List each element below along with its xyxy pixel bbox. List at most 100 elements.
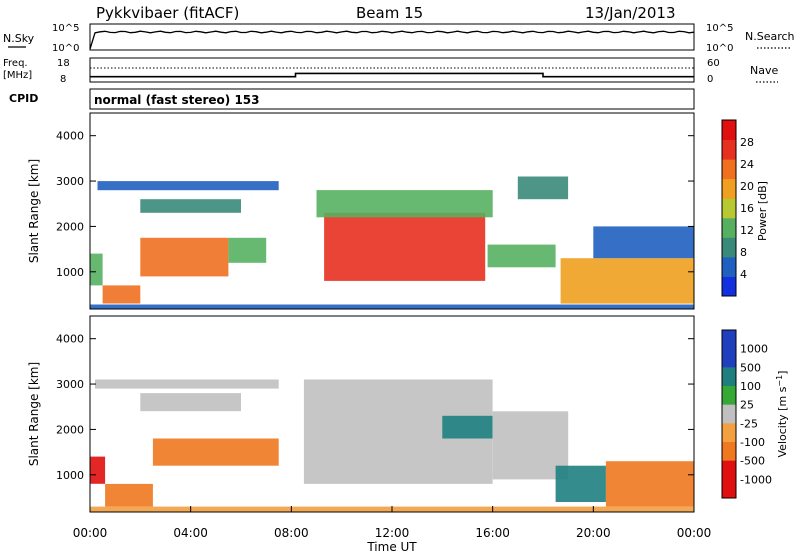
xtick-label-0: 00:00 [73,526,108,540]
power-colorbar-swatch-3 [722,217,736,238]
velocity-colorbar-tick-6: -500 [740,455,765,468]
freq-tick-bottom: 8 [60,74,66,85]
velocity-region-4 [95,379,279,389]
freq-panel-frame [89,57,695,83]
velocity-colorbar-tick-2: 100 [740,380,761,393]
freq-tick-top: 18 [57,58,70,69]
velocity-yticks-label-2: 3000 [56,378,84,391]
power-panel-frame [89,112,695,310]
power-region-12 [90,304,694,309]
cpid-text: normal (fast stereo) 153 [94,93,260,107]
nsearch-tick-top: 10^5 [706,23,733,34]
velocity-yticks-label-1: 2000 [56,423,84,436]
power-colorbar-tick-0: 4 [740,268,747,281]
cpid-label: CPID [9,92,38,105]
xtick-label-5: 20:00 [576,526,611,540]
xtick-label-2: 08:00 [274,526,309,540]
cpid-panel: CPID normal (fast stereo) 153 [9,88,695,110]
time-axis-ticks: 00:00 04:00 08:00 12:00 16:00 20:00 00:00 [73,506,712,540]
velocity-region-1 [105,483,153,507]
velocity-colorbar-swatch-2 [722,367,736,387]
freq-panel: Freq. [MHz] 18 8 60 0 Nave [3,57,778,85]
power-panel: 1000 2000 3000 4000 Slant Range [km] 4 8 12 16… [27,112,769,310]
power-yticks-label-1: 2000 [56,220,84,233]
nsky-tick-top: 10^5 [52,23,79,34]
velocity-yticks: 1000 2000 3000 4000 [56,333,694,482]
nsky-panel: N.Sky 10^5 10^0 10^5 10^0 N.Search [3,23,795,54]
freq-label-line1: Freq. [3,58,28,69]
power-yticks-label-0: 1000 [56,266,84,279]
velocity-panel: 1000 2000 3000 4000 Slant Range [km] 1000 50… [27,315,790,554]
power-region-2 [140,237,229,277]
power-colorbar-swatch-5 [722,178,736,199]
power-colorbar-swatch-7 [722,139,736,160]
velocity-colorbar-tick-1: 500 [740,361,761,374]
power-colorbar-swatch-1 [722,256,736,277]
velocity-colorbar-tick-4: -25 [740,417,758,430]
velocity-colorbar-tick-0: 1000 [740,343,768,356]
power-region-11 [593,226,694,259]
nsky-tick-bottom: 10^0 [52,43,79,54]
velocity-colorbar-swatch-0 [722,330,736,350]
velocity-region-8 [555,465,606,502]
freq-trace [90,72,694,78]
velocity-region-3 [140,393,241,412]
velocity-colorbar-swatch-6 [722,442,736,462]
velocity-colorbar-swatch-4 [722,404,736,424]
power-region-7 [316,190,493,218]
nsky-label: N.Sky [3,32,35,45]
power-colorbar-tick-2: 12 [740,224,754,237]
freq-label-line2: [MHz] [3,70,32,81]
power-region-10 [560,258,694,304]
velocity-yticks-label-3: 4000 [56,333,84,346]
power-colorbar-frame [721,119,737,297]
power-colorbar-tick-3: 16 [740,202,754,215]
velocity-colorbar-label: Velocity [m s−1] [775,371,790,458]
velocity-colorbar-swatch-1 [722,348,736,368]
xtick-label-4: 16:00 [475,526,510,540]
power-colorbar-swatch-0 [722,276,736,297]
velocity-colorbar-swatch-3 [722,386,736,406]
xtick-label-6: 00:00 [677,526,712,540]
power-region-9 [517,176,569,200]
beam-title: Beam 15 [356,4,423,22]
power-region-3 [228,237,267,263]
power-colorbar-swatch-2 [722,237,736,258]
time-axis-label: Time UT [366,540,417,554]
velocity-region-9 [605,461,694,507]
power-region-6 [324,212,486,281]
power-region-8 [487,244,556,268]
xtick-label-1: 04:00 [173,526,208,540]
power-marks [90,176,694,309]
power-region-5 [97,181,279,191]
power-colorbar-swatch-8 [722,120,736,141]
velocity-region-2 [152,438,279,466]
power-yticks-label-3: 4000 [56,130,84,143]
velocity-colorbar-swatch-5 [722,423,736,443]
nave-label: Nave [750,64,778,77]
velocity-colorbar: 1000 500 100 25 -25 -100 -500 -1000 [721,329,772,499]
cpid-panel-frame [89,88,695,110]
date-title: 13/Jan/2013 [585,4,676,22]
velocity-colorbar-tick-3: 25 [740,399,754,412]
velocity-ylabel: Slant Range [km] [27,362,41,466]
power-region-4 [140,199,241,213]
velocity-colorbar-swatch-8 [722,479,736,499]
power-colorbar-tick-1: 8 [740,246,747,259]
power-colorbar-swatch-6 [722,159,736,180]
velocity-colorbar-swatch-7 [722,460,736,480]
power-colorbar: 4 8 12 16 20 24 28 [721,119,754,297]
velocity-region-0 [90,456,106,484]
nsearch-label: N.Search [745,30,795,43]
velocity-colorbar-tick-7: -1000 [740,473,772,486]
velocity-marks [90,379,694,512]
power-colorbar-tick-5: 24 [740,158,754,171]
velocity-region-6 [442,415,493,439]
power-colorbar-label: Power [dB] [756,181,769,241]
power-colorbar-tick-4: 20 [740,180,754,193]
nsearch-tick-bottom: 10^0 [706,43,733,54]
xtick-label-3: 12:00 [375,526,410,540]
power-colorbar-tick-6: 28 [740,136,754,149]
nsky-trace [89,30,695,50]
